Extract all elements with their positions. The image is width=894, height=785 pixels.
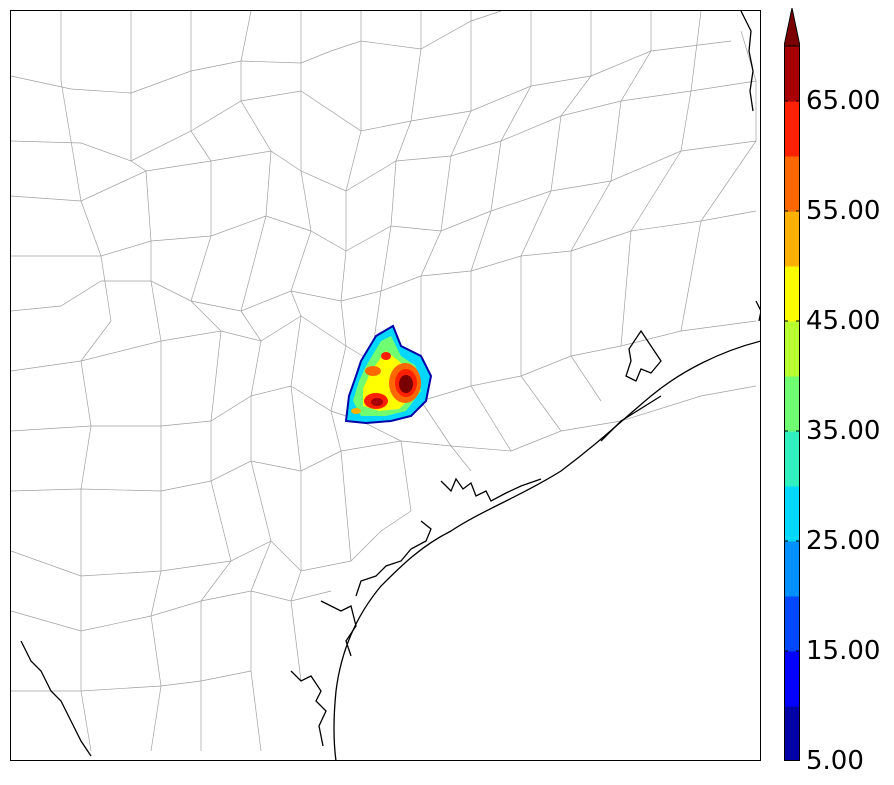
colorbar-segment <box>784 321 800 377</box>
colorbar-segment <box>784 706 800 761</box>
colorbar-tick-label: 45.00 <box>806 306 881 336</box>
colorbar-segment <box>784 101 800 157</box>
colorbar-segment <box>784 266 800 322</box>
county-lines <box>11 11 757 752</box>
colorbar <box>784 8 800 761</box>
colorbar-segment <box>784 211 800 267</box>
map-panel <box>10 10 761 761</box>
colorbar-extend-arrow <box>784 8 800 47</box>
colorbar-segment <box>784 486 800 542</box>
colorbar-tick-label: 65.00 <box>806 86 881 116</box>
colorbar-tick-label: 35.00 <box>806 416 881 446</box>
colorbar-segment <box>784 541 800 597</box>
colorbar-segment <box>784 651 800 707</box>
colorbar-tick-label: 15.00 <box>806 636 881 666</box>
colorbar-tick-label: 55.00 <box>806 196 881 226</box>
rainfall-field <box>344 324 433 425</box>
colorbar-segment <box>784 156 800 212</box>
colorbar-segment <box>784 376 800 432</box>
colorbar-tick-label: 25.00 <box>806 526 881 556</box>
map-canvas <box>11 11 760 760</box>
colorbar-tick-label: 5.00 <box>806 746 864 776</box>
coastline <box>20 11 760 760</box>
colorbar-segment <box>784 431 800 487</box>
colorbar-border <box>784 45 800 761</box>
colorbar-segment <box>784 46 800 102</box>
colorbar-segment <box>784 596 800 652</box>
